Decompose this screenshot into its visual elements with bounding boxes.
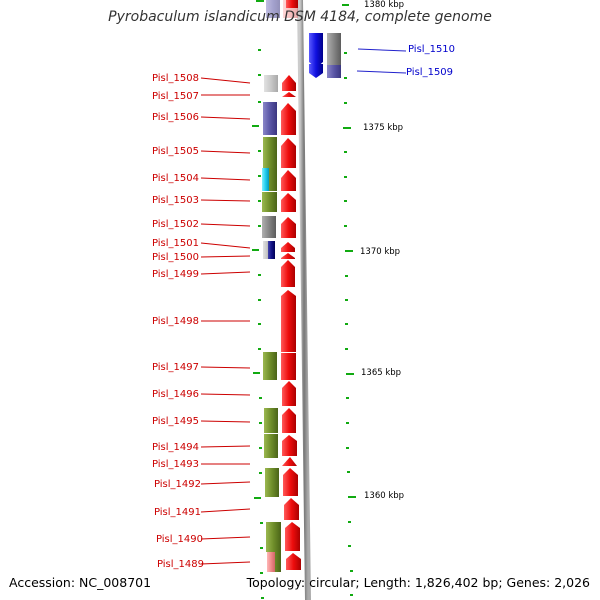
genome-backbone (297, 0, 311, 600)
gene-arrow (281, 353, 296, 380)
gene-block (263, 137, 277, 168)
gene-block (327, 65, 341, 78)
coordinate-label: 1370 kbp (360, 247, 400, 257)
gene-label[interactable]: Pisl_1505 (152, 146, 199, 157)
gene-label[interactable]: Pisl_1498 (152, 316, 199, 327)
gene-arrow (282, 457, 297, 466)
gene-label[interactable]: Pisl_1501 (152, 238, 199, 249)
gene-label[interactable]: Pisl_1491 (154, 507, 201, 518)
leader-lines (200, 48, 407, 565)
gene-arrow (282, 435, 297, 456)
gene-label[interactable]: Pisl_1503 (152, 195, 199, 206)
gene-label[interactable]: Pisl_1496 (152, 389, 199, 400)
gene-label[interactable]: Pisl_1502 (152, 219, 199, 230)
gene-label[interactable]: Pisl_1489 (157, 559, 204, 570)
gene-arrow (283, 468, 298, 496)
gene-block (262, 216, 276, 238)
gene-block (262, 192, 277, 212)
gene-label[interactable]: Pisl_1506 (152, 112, 199, 123)
gene-block (267, 552, 275, 572)
gene-label[interactable]: Pisl_1507 (152, 91, 199, 102)
coordinate-label: 1375 kbp (363, 123, 403, 133)
gene-arrow (282, 408, 296, 433)
gene-label[interactable]: Pisl_1490 (156, 534, 203, 545)
gene-block (327, 33, 341, 65)
gene-label[interactable]: Pisl_1497 (152, 362, 199, 373)
gene-arrow (309, 64, 323, 78)
gene-arrow (281, 170, 296, 191)
gene-block (266, 0, 280, 18)
gene-block (264, 75, 278, 92)
gene-block (266, 522, 281, 552)
gene-label[interactable]: Pisl_1494 (152, 442, 199, 453)
gene-arrow (281, 217, 296, 238)
partial-genes-top (266, 0, 298, 18)
gene-arrow (281, 290, 296, 352)
gene-block (263, 241, 270, 259)
gene-label[interactable]: Pisl_1500 (152, 252, 199, 263)
topology-info: Topology: circular; Length: 1,826,402 bp… (246, 575, 590, 590)
gene-arrow (281, 138, 296, 168)
gene-block (263, 352, 277, 380)
page-title: Pyrobaculum islandicum DSM 4184, complet… (108, 9, 492, 25)
gene-arrow (281, 103, 296, 135)
gene-label[interactable]: Pisl_1510 (408, 44, 455, 55)
gene-arrow (282, 92, 296, 97)
gene-arrow (285, 522, 300, 551)
gene-arrow (284, 498, 299, 520)
gene-label[interactable]: Pisl_1495 (152, 416, 199, 427)
gene-arrow (286, 0, 298, 8)
gene-block (268, 241, 275, 259)
gene-block (262, 168, 269, 191)
gene-block (263, 102, 277, 135)
gene-arrow (282, 381, 296, 406)
left-tick-marks (252, 0, 264, 599)
gene-block (265, 468, 279, 497)
right-tick-marks (342, 4, 356, 596)
gene-label[interactable]: Pisl_1492 (154, 479, 201, 490)
gene-label[interactable]: Pisl_1499 (152, 269, 199, 280)
gene-label[interactable]: Pisl_1508 (152, 73, 199, 84)
gene-arrow (309, 33, 323, 68)
gene-arrow (281, 242, 295, 252)
gene-arrow (281, 260, 295, 287)
coordinate-label: 1365 kbp (361, 368, 401, 378)
coordinate-label: 1380 kbp (364, 0, 404, 10)
gene-features (262, 33, 341, 572)
gene-block (264, 408, 278, 433)
gene-arrow (282, 75, 296, 91)
gene-arrow (281, 253, 295, 259)
gene-label[interactable]: Pisl_1509 (406, 67, 453, 78)
gene-label[interactable]: Pisl_1504 (152, 173, 199, 184)
gene-arrow (281, 193, 296, 212)
accession-info: Accession: NC_008701 (9, 575, 152, 590)
gene-arrow (286, 553, 301, 570)
gene-block (264, 434, 278, 458)
coordinate-label: 1360 kbp (364, 491, 404, 501)
gene-label[interactable]: Pisl_1493 (152, 459, 199, 470)
